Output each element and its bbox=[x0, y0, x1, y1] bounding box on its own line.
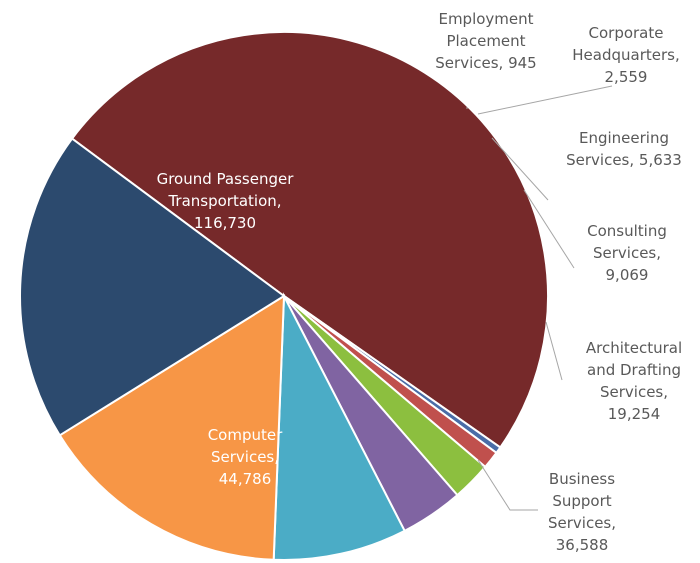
leader-line bbox=[477, 85, 613, 115]
slice-label-line: Services, bbox=[548, 514, 616, 532]
slice-label-line: Services, 5,633 bbox=[566, 151, 682, 169]
pie-slice-business-support-services bbox=[58, 294, 286, 561]
pie-slice-ground-passenger-transportation bbox=[70, 31, 550, 449]
slice-label-line: 36,588 bbox=[556, 536, 609, 554]
slice-label-line: Engineering bbox=[579, 129, 669, 147]
leader-line bbox=[523, 189, 575, 269]
slice-label-line: Ground Passenger bbox=[157, 170, 295, 188]
leader-line bbox=[477, 459, 538, 511]
slice-label-line: Services, 945 bbox=[435, 54, 536, 72]
slice-label-line: Transportation, bbox=[167, 192, 281, 210]
slice-label-line: 116,730 bbox=[194, 214, 256, 232]
slice-label: Employment Placement Services, 945 bbox=[435, 10, 536, 72]
slice-label-line: Architectural bbox=[586, 339, 682, 357]
leader-lines bbox=[466, 85, 613, 511]
slice-label-line: Business bbox=[549, 470, 615, 488]
slice-label-line: Corporate bbox=[589, 24, 664, 42]
slice-label-line: Support bbox=[552, 492, 611, 510]
slice-label: Computer Services, 44,786 bbox=[208, 426, 283, 488]
slice-label-line: Employment bbox=[438, 10, 533, 28]
slice-label-line: Services, bbox=[593, 244, 661, 262]
slice-label-line: and Drafting bbox=[587, 361, 681, 379]
slice-labels: Ground Passenger Transportation, 116,730 Em… bbox=[157, 10, 683, 554]
slice-label: Corporate Headquarters, 2,559 bbox=[572, 24, 679, 86]
slice-label: Business Support Services, 36,588 bbox=[548, 470, 616, 554]
leader-line bbox=[491, 137, 549, 201]
slice-label-line: Placement bbox=[446, 32, 525, 50]
slice-label: Architectural and Drafting Services, 19,254 bbox=[586, 339, 682, 423]
slice-label-line: Services, bbox=[211, 448, 279, 466]
pie-slice-computer-services bbox=[19, 137, 286, 437]
pie-slices bbox=[19, 31, 550, 561]
slice-label-line: Computer bbox=[208, 426, 283, 444]
pie-slice-architectural-and-drafting-services bbox=[272, 292, 406, 561]
slice-label-line: Consulting bbox=[587, 222, 667, 240]
slice-label-line: Services, bbox=[600, 383, 668, 401]
slice-label-line: 2,559 bbox=[605, 68, 648, 86]
slice-label: Engineering Services, 5,633 bbox=[566, 129, 682, 169]
slice-label-line: 9,069 bbox=[606, 266, 649, 284]
slice-label-line: 44,786 bbox=[219, 470, 272, 488]
slice-label: Consulting Services, 9,069 bbox=[587, 222, 667, 284]
slice-label-line: Headquarters, bbox=[572, 46, 679, 64]
slice-label-line: 19,254 bbox=[608, 405, 661, 423]
slice-label: Ground Passenger Transportation, 116,730 bbox=[157, 170, 295, 232]
leader-line bbox=[545, 321, 563, 381]
